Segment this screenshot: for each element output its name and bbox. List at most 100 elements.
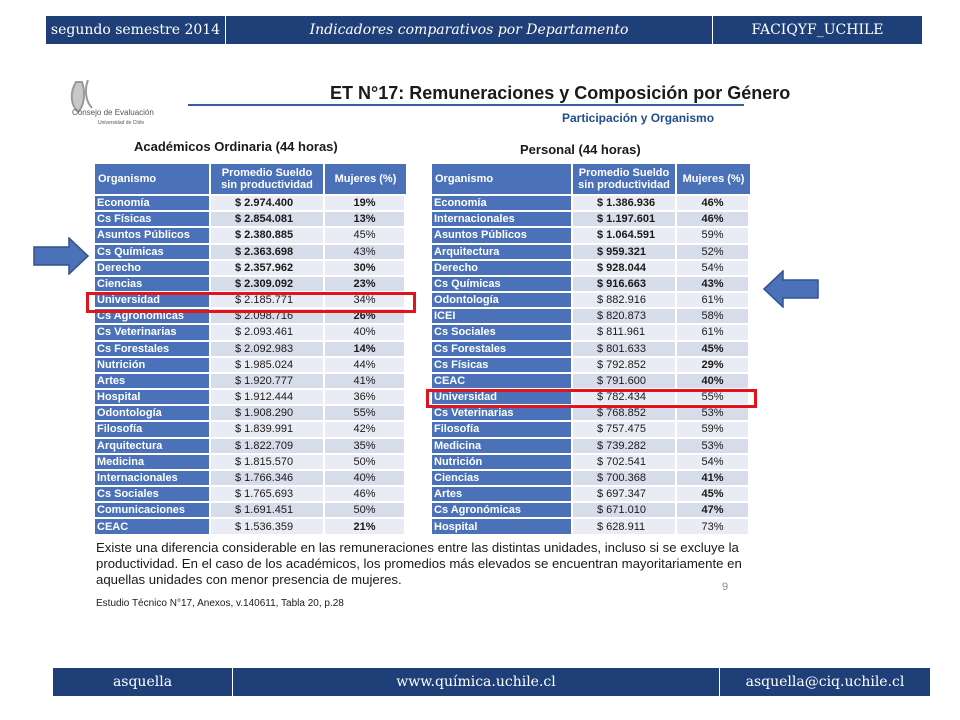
table-row: Cs Forestales $ 801.633 45% — [432, 341, 750, 356]
cell-sueldo: $ 2.854.081 — [211, 212, 325, 227]
table-row: CEAC $ 791.600 40% — [432, 373, 750, 389]
cell-mujeres: 40% — [325, 470, 406, 486]
cell-organismo: Cs Químicas — [95, 244, 211, 259]
cell-sueldo: $ 671.010 — [573, 503, 677, 518]
table-row: Cs Veterinarias $ 768.852 53% — [432, 406, 750, 421]
cell-organismo: Universidad — [432, 390, 573, 405]
cell-mujeres: 21% — [325, 519, 406, 534]
cell-organismo: Cs Agronómicas — [432, 503, 573, 518]
cell-mujeres: 61% — [677, 293, 750, 308]
table-row: Hospital $ 1.912.444 36% — [95, 390, 406, 405]
cell-organismo: Odontología — [432, 293, 573, 308]
cell-sueldo: $ 1.765.693 — [211, 487, 325, 502]
table-row: Internacionales $ 1.197.601 46% — [432, 212, 750, 227]
cell-sueldo: $ 820.873 — [573, 309, 677, 324]
cell-sueldo: $ 959.321 — [573, 244, 677, 259]
cell-sueldo: $ 811.961 — [573, 325, 677, 340]
cell-sueldo: $ 700.368 — [573, 470, 677, 486]
header-bar: segundo semestre 2014 Indicadores compar… — [46, 16, 922, 44]
cell-organismo: Cs Físicas — [432, 357, 573, 372]
table-row: Ciencias $ 700.368 41% — [432, 470, 750, 486]
table-row: Arquitectura $ 959.321 52% — [432, 244, 750, 259]
cell-organismo: Internacionales — [432, 212, 573, 227]
cell-organismo: Cs Físicas — [95, 212, 211, 227]
cell-mujeres: 46% — [677, 196, 750, 211]
table-row: Medicina $ 739.282 53% — [432, 438, 750, 453]
cell-mujeres: 45% — [677, 487, 750, 502]
table-row: Cs Químicas $ 916.663 43% — [432, 276, 750, 292]
logo-text: Consejo de Evaluación Universidad de Chi… — [72, 108, 154, 128]
table-row: Asuntos Públicos $ 1.064.591 59% — [432, 228, 750, 243]
cell-mujeres: 55% — [677, 390, 750, 405]
cell-sueldo: $ 2.309.092 — [211, 276, 325, 292]
footer-website-link[interactable]: www.química.uchile.cl — [233, 668, 720, 696]
col-header-organismo: Organismo — [95, 164, 211, 194]
slide-note: Existe una diferencia considerable en la… — [96, 540, 742, 587]
cell-organismo: Nutrición — [95, 357, 211, 372]
table-row: Cs Sociales $ 1.765.693 46% — [95, 487, 406, 502]
col-header-sueldo-line1: Promedio Sueldo — [578, 167, 670, 179]
cell-organismo: Universidad — [95, 293, 211, 308]
col-header-mujeres: Mujeres (%) — [677, 164, 750, 194]
cell-organismo: Derecho — [95, 260, 211, 275]
table-row: Filosofía $ 757.475 59% — [432, 422, 750, 437]
table-row: Nutrición $ 1.985.024 44% — [95, 357, 406, 372]
cell-sueldo: $ 2.092.983 — [211, 341, 325, 356]
table-row: Cs Físicas $ 792.852 29% — [432, 357, 750, 372]
table-row: Asuntos Públicos $ 2.380.885 45% — [95, 228, 406, 243]
cell-mujeres: 53% — [677, 406, 750, 421]
table-row: Internacionales $ 1.766.346 40% — [95, 470, 406, 486]
cell-mujeres: 43% — [677, 276, 750, 292]
table-row: ICEI $ 820.873 58% — [432, 309, 750, 324]
cell-mujeres: 14% — [325, 341, 406, 356]
source-citation: Estudio Técnico N°17, Anexos, v.140611, … — [96, 598, 344, 609]
cell-organismo: Cs Sociales — [95, 487, 211, 502]
cell-mujeres: 50% — [325, 454, 406, 469]
table-row: Universidad $ 2.185.771 34% — [95, 293, 406, 308]
logo-line1: Consejo de Evaluación — [72, 108, 154, 117]
cell-organismo: Cs Sociales — [432, 325, 573, 340]
header-faculty: FACIQYF_UCHILE — [751, 22, 884, 38]
cell-organismo: Medicina — [95, 454, 211, 469]
academicos-table-title: Académicos Ordinaria (44 horas) — [134, 139, 338, 154]
cell-sueldo: $ 2.363.698 — [211, 244, 325, 259]
cell-mujeres: 47% — [677, 503, 750, 518]
table-row: Nutrición $ 702.541 54% — [432, 454, 750, 469]
footer-email-link[interactable]: asquella@ciq.uchile.cl — [745, 674, 905, 690]
cell-organismo: Economía — [432, 196, 573, 211]
cell-sueldo: $ 628.911 — [573, 519, 677, 534]
cell-organismo: Asuntos Públicos — [95, 228, 211, 243]
cell-sueldo: $ 2.380.885 — [211, 228, 325, 243]
cell-organismo: CEAC — [95, 519, 211, 534]
cell-organismo: Odontología — [95, 406, 211, 421]
cell-sueldo: $ 1.691.451 — [211, 503, 325, 518]
cell-mujeres: 23% — [325, 276, 406, 292]
cell-sueldo: $ 1.197.601 — [573, 212, 677, 227]
cell-sueldo: $ 1.839.991 — [211, 422, 325, 437]
cell-organismo: Arquitectura — [432, 244, 573, 259]
cell-mujeres: 40% — [677, 373, 750, 389]
arrow-right-icon — [33, 237, 89, 275]
cell-organismo: Ciencias — [95, 276, 211, 292]
cell-mujeres: 30% — [325, 260, 406, 275]
cell-sueldo: $ 1.386.936 — [573, 196, 677, 211]
personal-table-header: Organismo Promedio Sueldo sin productivid… — [432, 164, 750, 194]
footer-bar: asquella www.química.uchile.cl asquella@… — [53, 668, 930, 696]
col-header-organismo: Organismo — [432, 164, 573, 194]
cell-sueldo: $ 1.822.709 — [211, 438, 325, 453]
table-row: Cs Forestales $ 2.092.983 14% — [95, 341, 406, 356]
cell-sueldo: $ 782.434 — [573, 390, 677, 405]
table-row: Ciencias $ 2.309.092 23% — [95, 276, 406, 292]
cell-sueldo: $ 1.815.570 — [211, 454, 325, 469]
table-row: Cs Químicas $ 2.363.698 43% — [95, 244, 406, 259]
cell-organismo: Cs Forestales — [432, 341, 573, 356]
cell-mujeres: 13% — [325, 212, 406, 227]
slide-title: ET N°17: Remuneraciones y Composición po… — [330, 83, 791, 103]
footer-author: asquella — [53, 668, 233, 696]
cell-sueldo: $ 1.908.290 — [211, 406, 325, 421]
cell-mujeres: 34% — [325, 293, 406, 308]
table-row: Cs Sociales $ 811.961 61% — [432, 325, 750, 340]
cell-organismo: Cs Veterinarias — [432, 406, 573, 421]
header-semester: segundo semestre 2014 — [46, 16, 226, 44]
cell-sueldo: $ 801.633 — [573, 341, 677, 356]
